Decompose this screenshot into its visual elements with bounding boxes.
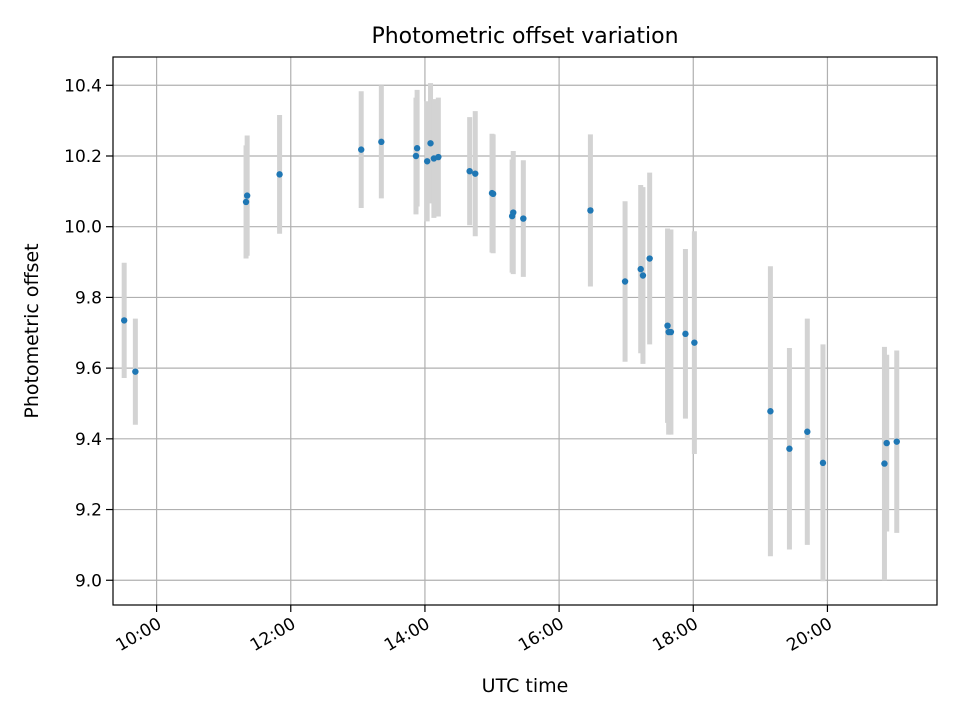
chart-title: Photometric offset variation (371, 24, 678, 49)
data-point (883, 439, 890, 447)
data-point (472, 170, 479, 177)
data-point (621, 278, 629, 285)
data-point (242, 198, 250, 206)
data-point (893, 438, 900, 445)
data-point (510, 209, 517, 216)
data-point (423, 158, 431, 165)
data-point (767, 408, 774, 415)
data-point (427, 140, 434, 147)
data-point (489, 190, 497, 198)
data-point (637, 265, 644, 273)
data-point (682, 330, 689, 338)
data-point (466, 167, 473, 175)
data-point (413, 145, 421, 152)
data-point (132, 368, 139, 375)
y-tick-label: 9.8 (75, 288, 102, 308)
data-point (587, 207, 594, 214)
y-tick-label: 9.4 (75, 430, 102, 450)
y-tick-label: 10.4 (64, 76, 102, 96)
y-axis: 9.0 9.2 9.4 9.6 9.8 10.0 10.2 10.4 (64, 76, 113, 591)
data-point (819, 459, 827, 467)
data-point (520, 215, 527, 222)
data-points (120, 138, 900, 467)
data-point (412, 152, 420, 160)
y-tick-label: 9.2 (75, 501, 102, 521)
y-tick-label: 10.2 (64, 147, 102, 167)
y-tick-label: 9.0 (75, 571, 102, 591)
plot-frame (112, 56, 938, 606)
data-point (786, 445, 793, 452)
data-point (435, 153, 442, 161)
data-point (358, 146, 365, 153)
data-point (646, 255, 653, 262)
data-point (378, 138, 385, 146)
data-point (804, 428, 811, 435)
data-point (881, 460, 888, 467)
data-point (276, 171, 283, 178)
data-point (691, 339, 698, 346)
y-tick-label: 9.6 (75, 359, 102, 379)
y-axis-label: Photometric offset (21, 243, 43, 418)
data-point (120, 317, 128, 324)
data-point (664, 322, 671, 329)
y-tick-label: 10.0 (64, 218, 102, 238)
x-axis-label: UTC time (482, 675, 569, 697)
data-point (639, 272, 647, 279)
data-point (243, 192, 251, 199)
data-point (667, 328, 675, 336)
